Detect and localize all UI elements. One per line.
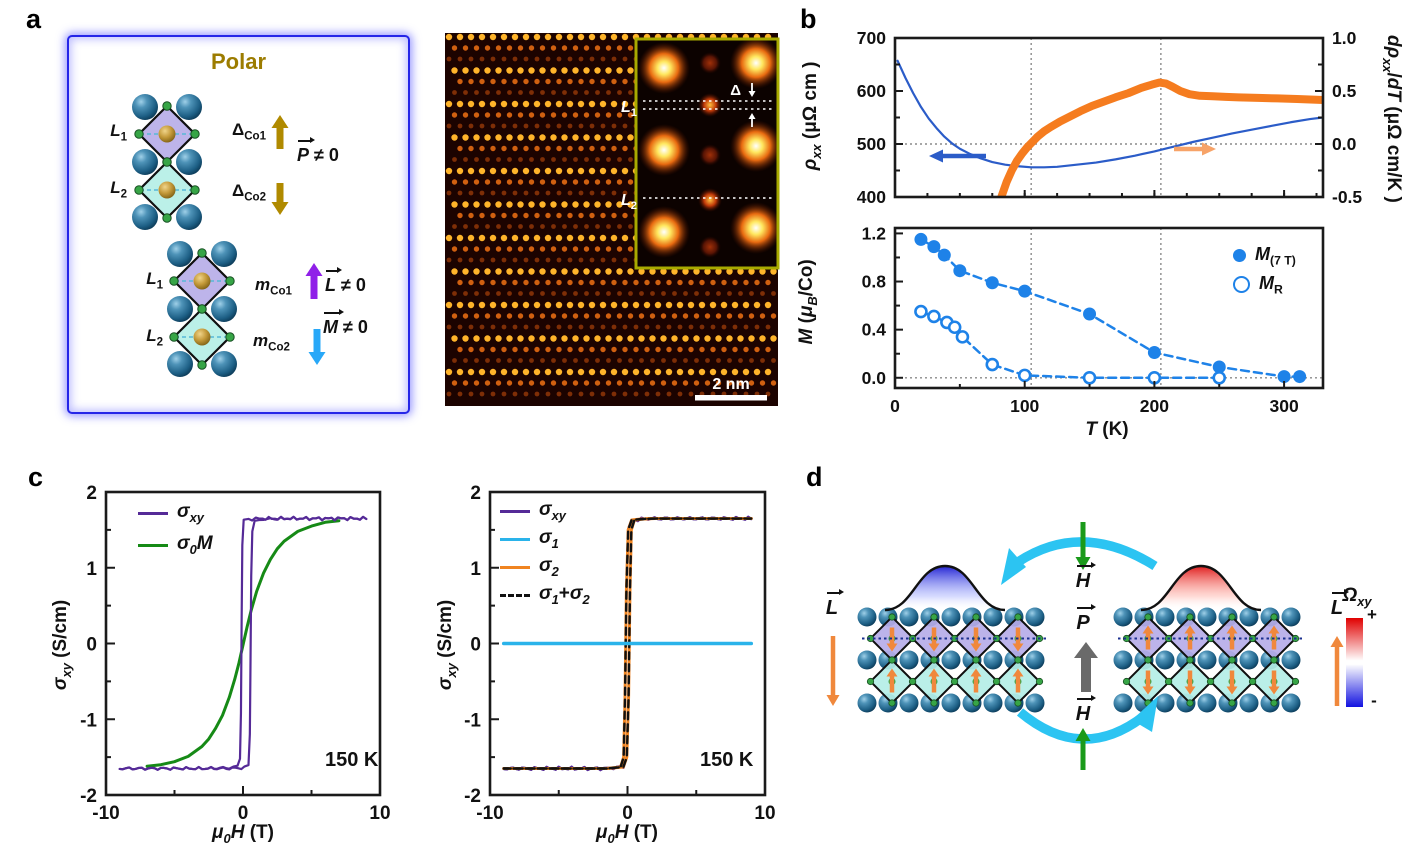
svg-text:-0.5: -0.5	[1332, 187, 1362, 207]
axis-label-field-left: μ0H (T)	[212, 822, 274, 846]
legend-hall-left: σxy σ0M	[138, 497, 213, 561]
legend-hall-right: σxy σ1 σ2 σ1+σ2	[500, 497, 590, 609]
label-L-left: L	[811, 589, 853, 620]
svg-text:-2: -2	[464, 786, 481, 807]
panel-d-letter: d	[806, 462, 823, 492]
label-H-top: H	[1062, 562, 1104, 593]
temperature-annotation-right: 150 K	[700, 749, 754, 771]
polar-structure-box: Polar L1 L2 ΔCo1 ΔCo2 P ≠ 0 L1 L2 mCo1 m…	[67, 35, 410, 414]
svg-text:2: 2	[470, 483, 481, 504]
svg-text:300: 300	[1269, 396, 1298, 416]
label-m-co2: mCo2	[253, 331, 290, 354]
svg-text:1: 1	[470, 559, 481, 580]
svg-text:200: 200	[1140, 396, 1169, 416]
svg-text:2: 2	[86, 483, 97, 504]
svg-text:0: 0	[622, 803, 633, 824]
svg-text:1: 1	[86, 559, 97, 580]
svg-text:500: 500	[857, 134, 886, 154]
axis-label-rho: ρxx (μΩ cm )	[800, 61, 824, 171]
axis-label-sigma-right: σxy (S/cm)	[435, 599, 459, 691]
axis-label-t: T (K)	[1085, 419, 1129, 440]
crystal-structure-diagram	[132, 94, 326, 377]
label-L2-mag: L2	[146, 326, 163, 349]
legend-magnetization: M(7 T) MR	[1233, 241, 1296, 299]
svg-text:1.2: 1.2	[862, 223, 887, 243]
svg-text:-1: -1	[464, 710, 481, 731]
svg-text:0: 0	[470, 635, 481, 656]
svg-text:-2: -2	[80, 786, 97, 807]
label-delta-co1: ΔCo1	[232, 120, 267, 143]
mechanism-diagram	[826, 522, 1363, 770]
chart-hall-right: 210-1-2-10 0 10	[464, 483, 775, 824]
svg-text:100: 100	[1010, 396, 1039, 416]
svg-text:10: 10	[754, 803, 775, 824]
label-omega-xy: Ωxy	[1342, 585, 1372, 609]
chart-resistivity: 700 600 500 400 1.0 0.5 0.0 -0.5	[857, 28, 1363, 207]
svg-text:600: 600	[857, 81, 886, 101]
panel-b-letter: b	[800, 4, 817, 34]
axis-label-m: M (μB/Co)	[796, 259, 820, 345]
axis-label-field-right: μ0H (T)	[596, 822, 658, 846]
axis-label-sigma-left: σxy (S/cm)	[50, 599, 74, 691]
label-P-nonzero: P ≠ 0	[297, 137, 339, 166]
label-L1-mag: L1	[146, 269, 163, 292]
label-m-co1: mCo1	[255, 275, 292, 298]
axis-label-drho-dt: dρxx/dT (μΩ cm/K )	[1380, 34, 1404, 203]
svg-text:Δ: Δ	[730, 82, 741, 99]
chart-hall-left: 210-1-2-10 0 10	[80, 483, 390, 824]
svg-text:0.8: 0.8	[862, 272, 887, 292]
stem-image: Δ L1 L2 2 nm	[445, 33, 780, 406]
temperature-annotation-left: 150 K	[325, 749, 379, 771]
svg-text:0: 0	[238, 803, 249, 824]
polar-title: Polar	[210, 49, 267, 74]
label-delta-co2: ΔCo2	[232, 181, 267, 204]
svg-text:-1: -1	[80, 710, 97, 731]
svg-text:0.0: 0.0	[862, 368, 887, 388]
svg-text:-10: -10	[476, 803, 503, 824]
panel-a-letter: a	[26, 4, 42, 34]
svg-text:L1: L1	[621, 99, 637, 119]
svg-text:0: 0	[86, 635, 97, 656]
svg-text:400: 400	[857, 187, 886, 207]
label-M-nonzero: M ≠ 0	[323, 309, 368, 338]
label-L-right: L	[1316, 589, 1358, 620]
colorbar-minus: -	[1371, 691, 1377, 710]
label-P: P	[1062, 604, 1104, 635]
svg-text:10: 10	[369, 803, 390, 824]
label-L2-polar: L2	[110, 178, 127, 201]
chart-magnetization: 1.2 0.8 0.4 0.00 100 200 300	[862, 223, 1325, 416]
svg-text:0: 0	[890, 396, 900, 416]
svg-text:0.5: 0.5	[1332, 81, 1357, 101]
svg-text:-10: -10	[92, 803, 119, 824]
svg-text:1.0: 1.0	[1332, 28, 1357, 48]
label-H-bottom: H	[1062, 695, 1104, 726]
colorbar-plus: +	[1367, 605, 1377, 624]
svg-text:0.0: 0.0	[1332, 134, 1357, 154]
label-L-nonzero: L ≠ 0	[325, 267, 366, 296]
svg-text:L2: L2	[621, 192, 637, 212]
panel-c-letter: c	[28, 462, 44, 492]
svg-text:0.4: 0.4	[862, 320, 887, 340]
label-L1-polar: L1	[110, 121, 127, 144]
svg-text:2 nm: 2 nm	[712, 376, 749, 393]
svg-text:700: 700	[857, 28, 886, 48]
